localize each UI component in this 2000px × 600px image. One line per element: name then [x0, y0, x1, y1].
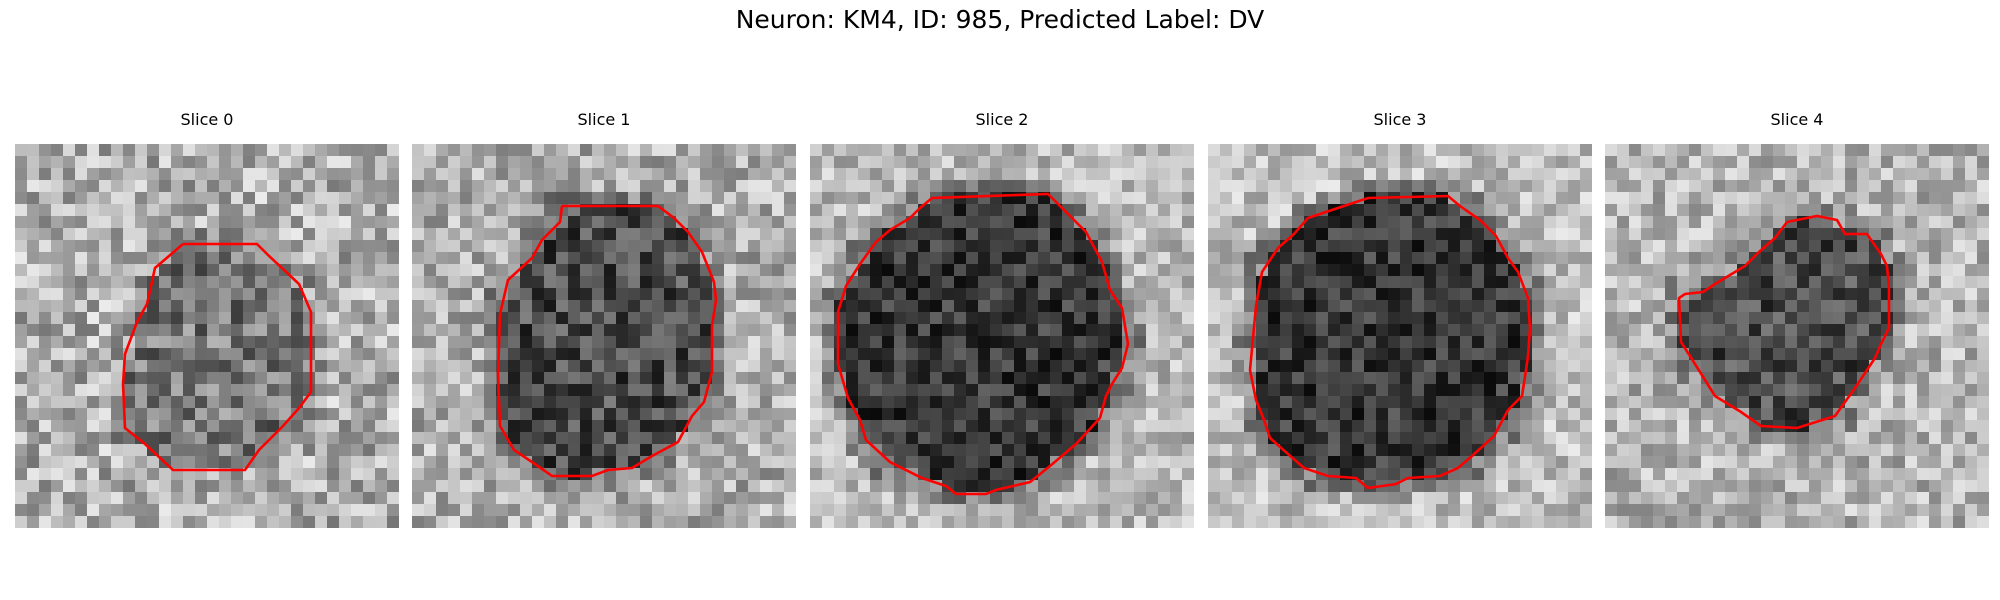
contour-overlay [1248, 194, 1532, 490]
microscopy-image [15, 144, 399, 528]
slice-panel-3: Slice 3 [1208, 110, 1592, 528]
slice-panel-4: Slice 4 [1605, 110, 1989, 528]
contour-overlay [496, 204, 718, 478]
neuron-contour [121, 242, 313, 472]
slice-title-1: Slice 1 [577, 110, 631, 129]
figure-title: Neuron: KM4, ID: 985, Predicted Label: D… [735, 5, 1265, 34]
slice-panel-0: Slice 0 [15, 110, 399, 528]
microscopy-image [810, 144, 1194, 528]
slice-image-4 [1605, 144, 1989, 528]
slice-title-4: Slice 4 [1770, 110, 1824, 129]
neuron-contour [836, 192, 1130, 496]
neuron-contour [1248, 194, 1532, 490]
contour-overlay [121, 242, 313, 472]
slice-panel-2: Slice 2 [810, 110, 1194, 528]
contour-overlay [1677, 214, 1891, 430]
slice-title-0: Slice 0 [180, 110, 234, 129]
microscopy-image [1208, 144, 1592, 528]
slice-panel-1: Slice 1 [412, 110, 796, 528]
microscopy-image [1605, 144, 1989, 528]
neuron-contour [496, 204, 718, 478]
neuron-contour [1677, 214, 1891, 430]
slice-image-1 [412, 144, 796, 528]
slice-image-3 [1208, 144, 1592, 528]
contour-overlay [836, 192, 1130, 496]
slice-image-2 [810, 144, 1194, 528]
microscopy-image [412, 144, 796, 528]
slice-title-2: Slice 2 [975, 110, 1029, 129]
slice-title-3: Slice 3 [1373, 110, 1427, 129]
slice-image-0 [15, 144, 399, 528]
